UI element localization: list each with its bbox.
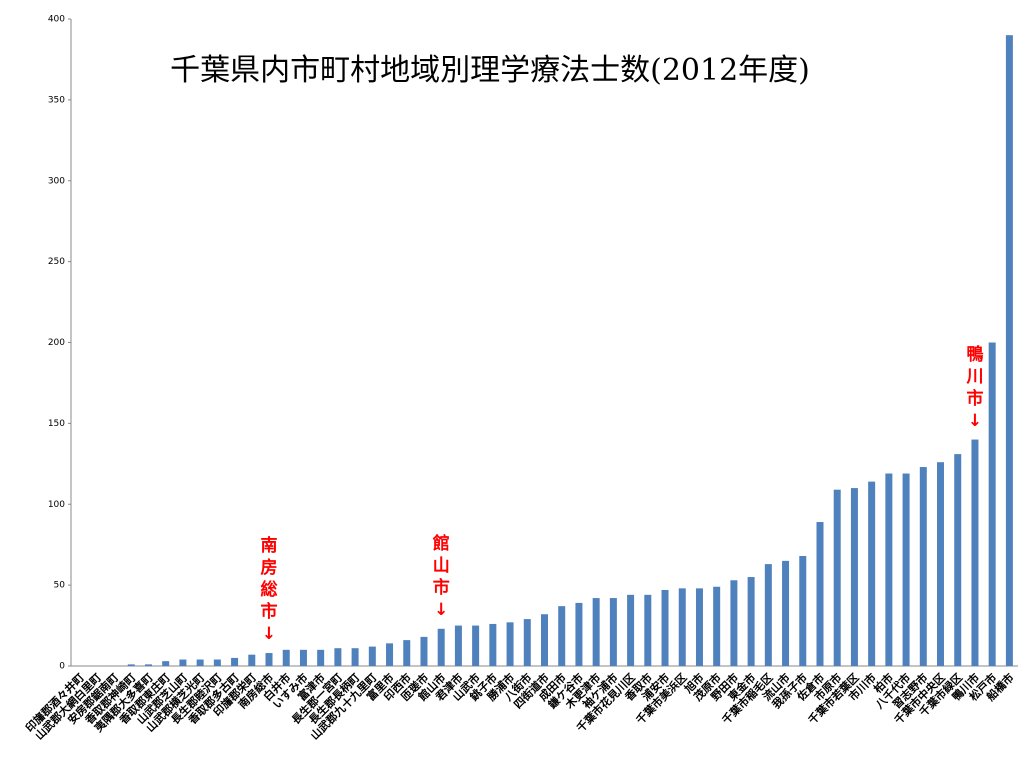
bar — [971, 439, 979, 666]
bar — [144, 664, 152, 666]
bar — [282, 649, 290, 666]
bar — [730, 580, 738, 666]
bar — [868, 481, 876, 666]
bar — [196, 659, 204, 666]
chart-title: 千葉県内市町村地域別理学療法士数(2012年度) — [170, 53, 810, 88]
bar — [420, 636, 428, 666]
bar — [833, 489, 841, 666]
bar — [782, 560, 790, 666]
bar — [695, 588, 703, 666]
bar — [299, 649, 307, 666]
bar — [575, 602, 583, 666]
bar — [609, 598, 617, 666]
bar — [506, 622, 514, 666]
bar — [850, 488, 858, 666]
y-tick-label: 0 — [59, 662, 65, 672]
bar — [937, 462, 945, 666]
bar — [713, 586, 721, 666]
bar — [454, 625, 462, 666]
y-tick-label: 50 — [54, 581, 66, 591]
bar — [351, 648, 359, 666]
bar — [747, 577, 755, 666]
y-tick-label: 200 — [48, 338, 65, 348]
bar — [368, 646, 376, 666]
bar — [799, 556, 807, 666]
bar — [885, 473, 893, 666]
annotation: 館山市↓ — [432, 533, 450, 620]
y-tick-label: 150 — [48, 419, 65, 429]
bar — [816, 522, 824, 666]
bar — [489, 623, 497, 666]
bar — [523, 619, 531, 666]
y-tick-label: 300 — [48, 176, 65, 186]
bar — [403, 640, 411, 666]
bar — [902, 473, 910, 666]
bar — [764, 564, 772, 666]
y-tick-label: 250 — [48, 257, 65, 267]
bar — [317, 649, 325, 666]
bar — [127, 664, 135, 666]
bar — [472, 625, 480, 666]
bar — [162, 661, 170, 666]
bar — [437, 628, 445, 666]
bar — [213, 659, 221, 666]
bar — [1005, 35, 1013, 667]
bar — [919, 467, 927, 666]
y-tick-label: 350 — [48, 95, 65, 105]
y-tick-label: 400 — [48, 15, 65, 25]
bar — [541, 614, 548, 666]
bar — [248, 654, 256, 666]
bar — [954, 454, 962, 666]
annotation: 南房総市↓ — [260, 536, 278, 645]
bar — [644, 594, 652, 666]
bar — [627, 594, 635, 666]
bar — [334, 648, 342, 666]
bar — [678, 588, 686, 666]
bar — [179, 659, 187, 666]
bar — [265, 653, 273, 666]
bar — [988, 342, 996, 666]
bar — [558, 606, 566, 666]
bar — [592, 598, 600, 666]
bar — [386, 643, 394, 666]
bar — [661, 589, 669, 666]
y-tick-label: 100 — [48, 500, 65, 510]
bar — [231, 657, 239, 666]
annotation: 鴨川市↓ — [966, 344, 984, 431]
